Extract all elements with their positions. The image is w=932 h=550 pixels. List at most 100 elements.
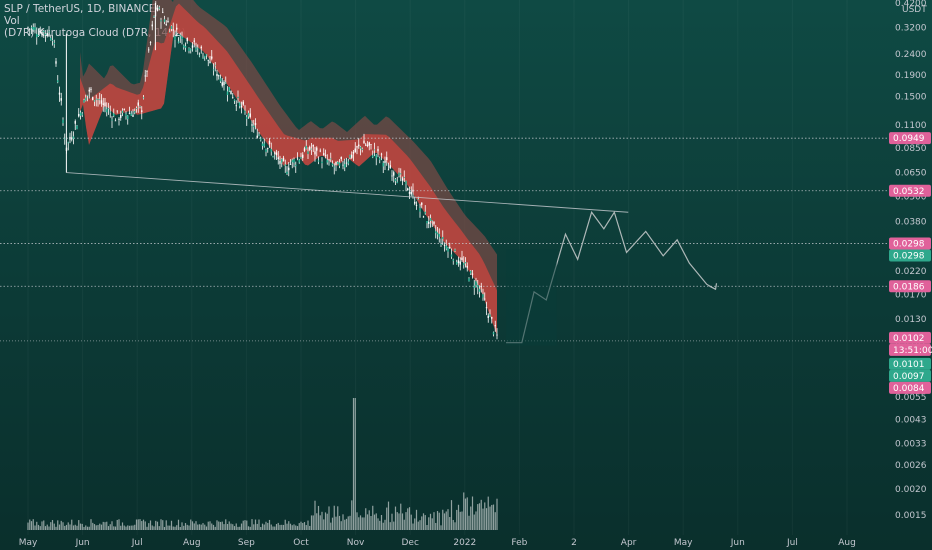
candle-body (198, 55, 201, 57)
candle-body (464, 262, 467, 264)
candle-body (480, 286, 482, 288)
volume-bar (134, 524, 136, 530)
volume-bar (251, 519, 253, 530)
candle-body (160, 20, 162, 22)
candle-body (188, 48, 190, 51)
volume-bar (221, 521, 223, 530)
symbol-title[interactable]: SLP / TetherUS, 1D, BINANCE (4, 3, 156, 15)
volume-bar (368, 510, 370, 530)
candle-body (74, 121, 76, 124)
volume-bar (352, 398, 355, 530)
candle-body (53, 42, 55, 45)
candle-body (429, 217, 432, 221)
price-tag-bg (889, 331, 931, 344)
time-tick-label: May (674, 538, 693, 548)
volume-bar (104, 522, 106, 530)
candle-body (246, 117, 248, 119)
volume-bar (191, 521, 194, 530)
volume-bar (429, 513, 432, 530)
volume-bar (489, 506, 491, 530)
volume-bar (228, 521, 230, 530)
volume-bar (314, 500, 316, 530)
volume-bar (412, 523, 414, 530)
candle-body (440, 244, 442, 245)
candle-body (366, 144, 369, 146)
volume-bar (461, 511, 463, 530)
candle-body (176, 27, 178, 30)
candle-body (377, 148, 379, 152)
time-axis[interactable]: May Jun Jul Aug Sep Oct Nov Dec 2022 Feb 2 Apr May Ju… (19, 538, 856, 548)
volume-bar (78, 520, 80, 530)
candle-body (226, 91, 229, 95)
volume-bar (335, 516, 337, 530)
candle-body (295, 164, 297, 167)
volume-bar (218, 521, 220, 530)
volume-bar (214, 526, 216, 530)
volume-bar (275, 524, 278, 530)
candle-body (251, 124, 253, 126)
candle-body (282, 157, 285, 162)
volume-bar (95, 525, 97, 530)
candle-body (219, 78, 222, 82)
candle-body (207, 59, 209, 61)
volume-bar (135, 519, 138, 530)
candle-body (470, 270, 472, 274)
candle-body (359, 146, 362, 149)
price-tick-label: 0.1500 (895, 93, 927, 103)
candle-body (135, 108, 138, 109)
volume-bar (46, 524, 48, 530)
volume-bar (316, 513, 318, 530)
candle-body (293, 158, 295, 163)
volume-bar (401, 513, 404, 530)
volume-bar (296, 526, 299, 530)
candle-body (179, 34, 181, 36)
price-tick-label: 0.0026 (895, 461, 927, 471)
candle-body (204, 55, 206, 58)
candle-body (317, 160, 320, 162)
volume-bar (471, 496, 474, 530)
volume-bar (440, 525, 442, 530)
candle-body (473, 285, 475, 288)
volume-bar (417, 521, 419, 530)
volume-bar (288, 521, 290, 530)
volume-bar (267, 522, 269, 530)
volume-bar (309, 525, 311, 530)
candle-body (316, 147, 318, 151)
price-tag-bg (889, 369, 931, 382)
candle-body (491, 316, 493, 319)
volume-bar (358, 517, 360, 530)
volume-bar (223, 524, 225, 530)
candle-body (200, 46, 202, 49)
volume-bar (249, 526, 251, 530)
volume-indicator-label[interactable]: Vol (4, 15, 20, 27)
candle-body (88, 89, 90, 92)
volume-bar (53, 523, 55, 530)
time-tick-label: Feb (511, 538, 527, 548)
candle-body (338, 162, 341, 166)
candle-body (449, 246, 451, 249)
volume-bar (172, 526, 174, 530)
volume-bar (88, 526, 90, 530)
price-tick-label: 0.4200 (895, 0, 927, 9)
volume-bar (55, 526, 57, 530)
candle-body (67, 142, 69, 144)
volume-bar (246, 520, 248, 530)
volume-bar (158, 526, 160, 530)
volume-bar (65, 524, 68, 530)
volume-bar (456, 509, 458, 530)
volume-bar (230, 523, 232, 530)
candle-body (263, 143, 265, 147)
candle-body (422, 216, 425, 218)
price-tag: 13:51:00 (893, 346, 932, 356)
volume-bar (90, 519, 92, 530)
volume-bar (359, 515, 362, 530)
candle-body (426, 221, 428, 224)
candle-body (419, 208, 421, 212)
volume-bar (450, 500, 453, 530)
level-price-tag-bg (889, 132, 931, 145)
volume-bar (372, 505, 374, 530)
volume-bar (41, 521, 43, 530)
candle-body (492, 332, 495, 335)
